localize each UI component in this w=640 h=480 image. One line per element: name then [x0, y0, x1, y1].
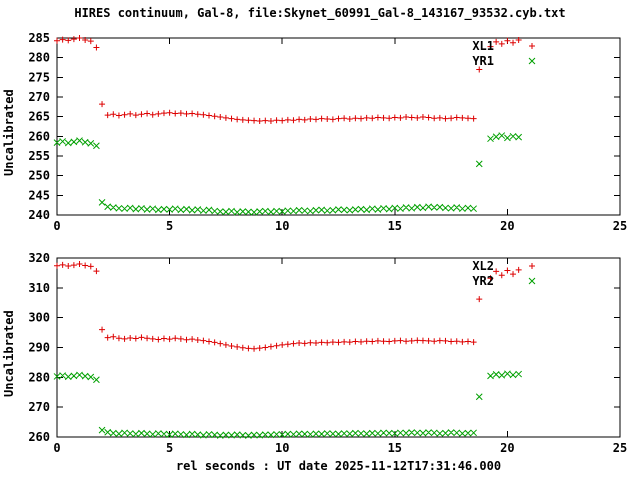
series-XL2 [54, 260, 522, 352]
x-tick-label: 15 [388, 219, 402, 233]
legend-marker-YR2 [528, 277, 536, 285]
y-axis-label-bottom: Uncalibrated [2, 310, 16, 397]
plot-top: 0 5 10 15 20 25 240 245 250 255 260 265 270 275 280 285… [28, 31, 627, 233]
legend-marker-XL2 [529, 263, 535, 269]
y-tick-label: 300 [28, 311, 50, 325]
y-tick-label: 280 [28, 51, 50, 65]
y-tick-label: 320 [28, 251, 50, 265]
y-tick-label: 245 [28, 188, 50, 202]
x-tick-label: 5 [166, 219, 173, 233]
y-tick-label: 280 [28, 370, 50, 384]
x-tick-label: 5 [166, 441, 173, 455]
series-XL1 [54, 35, 522, 124]
legend-label-YR2: YR2 [472, 274, 494, 288]
y-tick-label: 270 [28, 400, 50, 414]
y-tick-label: 250 [28, 169, 50, 183]
plot-border [56, 37, 621, 216]
x-axis-label: rel seconds : UT date 2025-11-12T17:31:4… [175, 459, 502, 473]
y-tick-label: 310 [28, 281, 50, 295]
y-axis-label-top: Uncalibrated [2, 89, 16, 176]
y-tick-label: 260 [28, 129, 50, 143]
series-YR2 [53, 370, 523, 439]
series-YR1 [53, 132, 523, 216]
x-tick-label: 15 [388, 441, 402, 455]
legend-marker-YR1 [528, 57, 536, 65]
x-tick-label: 25 [613, 219, 627, 233]
y-tick-label: 265 [28, 110, 50, 124]
x-tick-label: 25 [613, 441, 627, 455]
y-tick-label: 275 [28, 70, 50, 84]
x-tick-label: 0 [53, 441, 60, 455]
chart-title: HIRES continuum, Gal-8, file:Skynet_6099… [74, 6, 566, 20]
y-tick-label: 285 [28, 31, 50, 45]
y-tick-label: 290 [28, 341, 50, 355]
legend-label-XL2: XL2 [472, 259, 494, 273]
legend-marker-XL1 [529, 43, 535, 49]
x-tick-label: 20 [500, 441, 514, 455]
y-tick-label: 270 [28, 90, 50, 104]
x-tick-label: 10 [275, 441, 289, 455]
plot-border [56, 257, 621, 438]
x-tick-label: 10 [275, 219, 289, 233]
y-tick-label: 260 [28, 430, 50, 444]
x-tick-label: 20 [500, 219, 514, 233]
y-tick-label: 255 [28, 149, 50, 163]
legend-label-XL1: XL1 [472, 39, 494, 53]
legend-label-YR1: YR1 [472, 54, 494, 68]
x-tick-label: 0 [53, 219, 60, 233]
y-tick-label: 240 [28, 208, 50, 222]
